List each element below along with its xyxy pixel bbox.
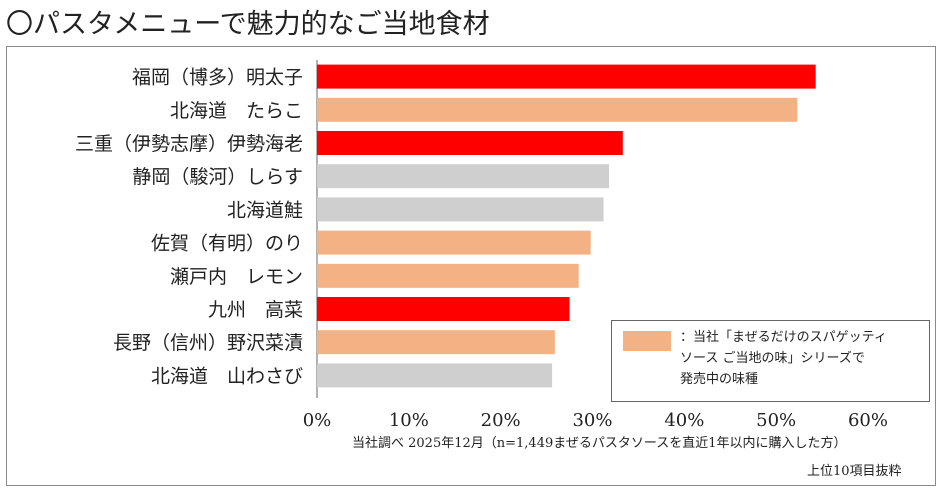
category-label: 北海道 山わさび [151,365,303,387]
bar [317,263,579,288]
category-label: 佐賀（有明）のり [151,233,303,255]
x-tick-label: 0% [303,410,332,431]
chart-legend: ：当社「まぜるだけのスパゲッティ ソース ご当地の味」シリーズで 発売中の味種 [611,320,930,402]
bar [317,197,604,222]
source-note: 当社調べ 2025年12月（n=1,449まぜるパスタソースを直近1年以内に購入… [352,436,847,451]
category-label: 福岡（博多）明太子 [132,67,303,89]
bar [317,363,553,388]
legend-swatch [623,331,671,351]
x-tick-label: 20% [481,410,521,431]
x-tick-label: 60% [848,410,888,431]
category-label: 瀬戸内 レモン [170,266,303,288]
x-tick-label: 40% [664,410,704,431]
category-label: 長野（信州）野沢菜漬 [113,332,303,354]
bar [317,131,623,155]
bar [317,297,570,321]
category-label: 九州 高菜 [208,299,303,321]
category-label: 三重（伊勢志摩）伊勢海老 [75,133,303,155]
category-label: 北海道 たらこ [170,100,303,122]
bar [317,164,610,189]
bar [317,330,555,355]
legend-text: ：当社「まぜるだけのスパゲッティ ソース ご当地の味」シリーズで 発売中の味種 [680,330,887,387]
bar [317,64,816,89]
chart-frame [6,46,936,486]
category-label: 静岡（駿河）しらす [132,166,303,188]
page-title: 〇パスタメニューで魅力的なご当地食材 [6,9,490,40]
category-label: 北海道鮭 [227,199,303,221]
bar [317,97,798,122]
bar [317,230,591,255]
x-tick-label: 30% [572,410,612,431]
x-tick-label: 50% [756,410,796,431]
x-tick-label: 10% [389,410,429,431]
top-items-note: 上位10項目抜粋 [807,464,902,479]
